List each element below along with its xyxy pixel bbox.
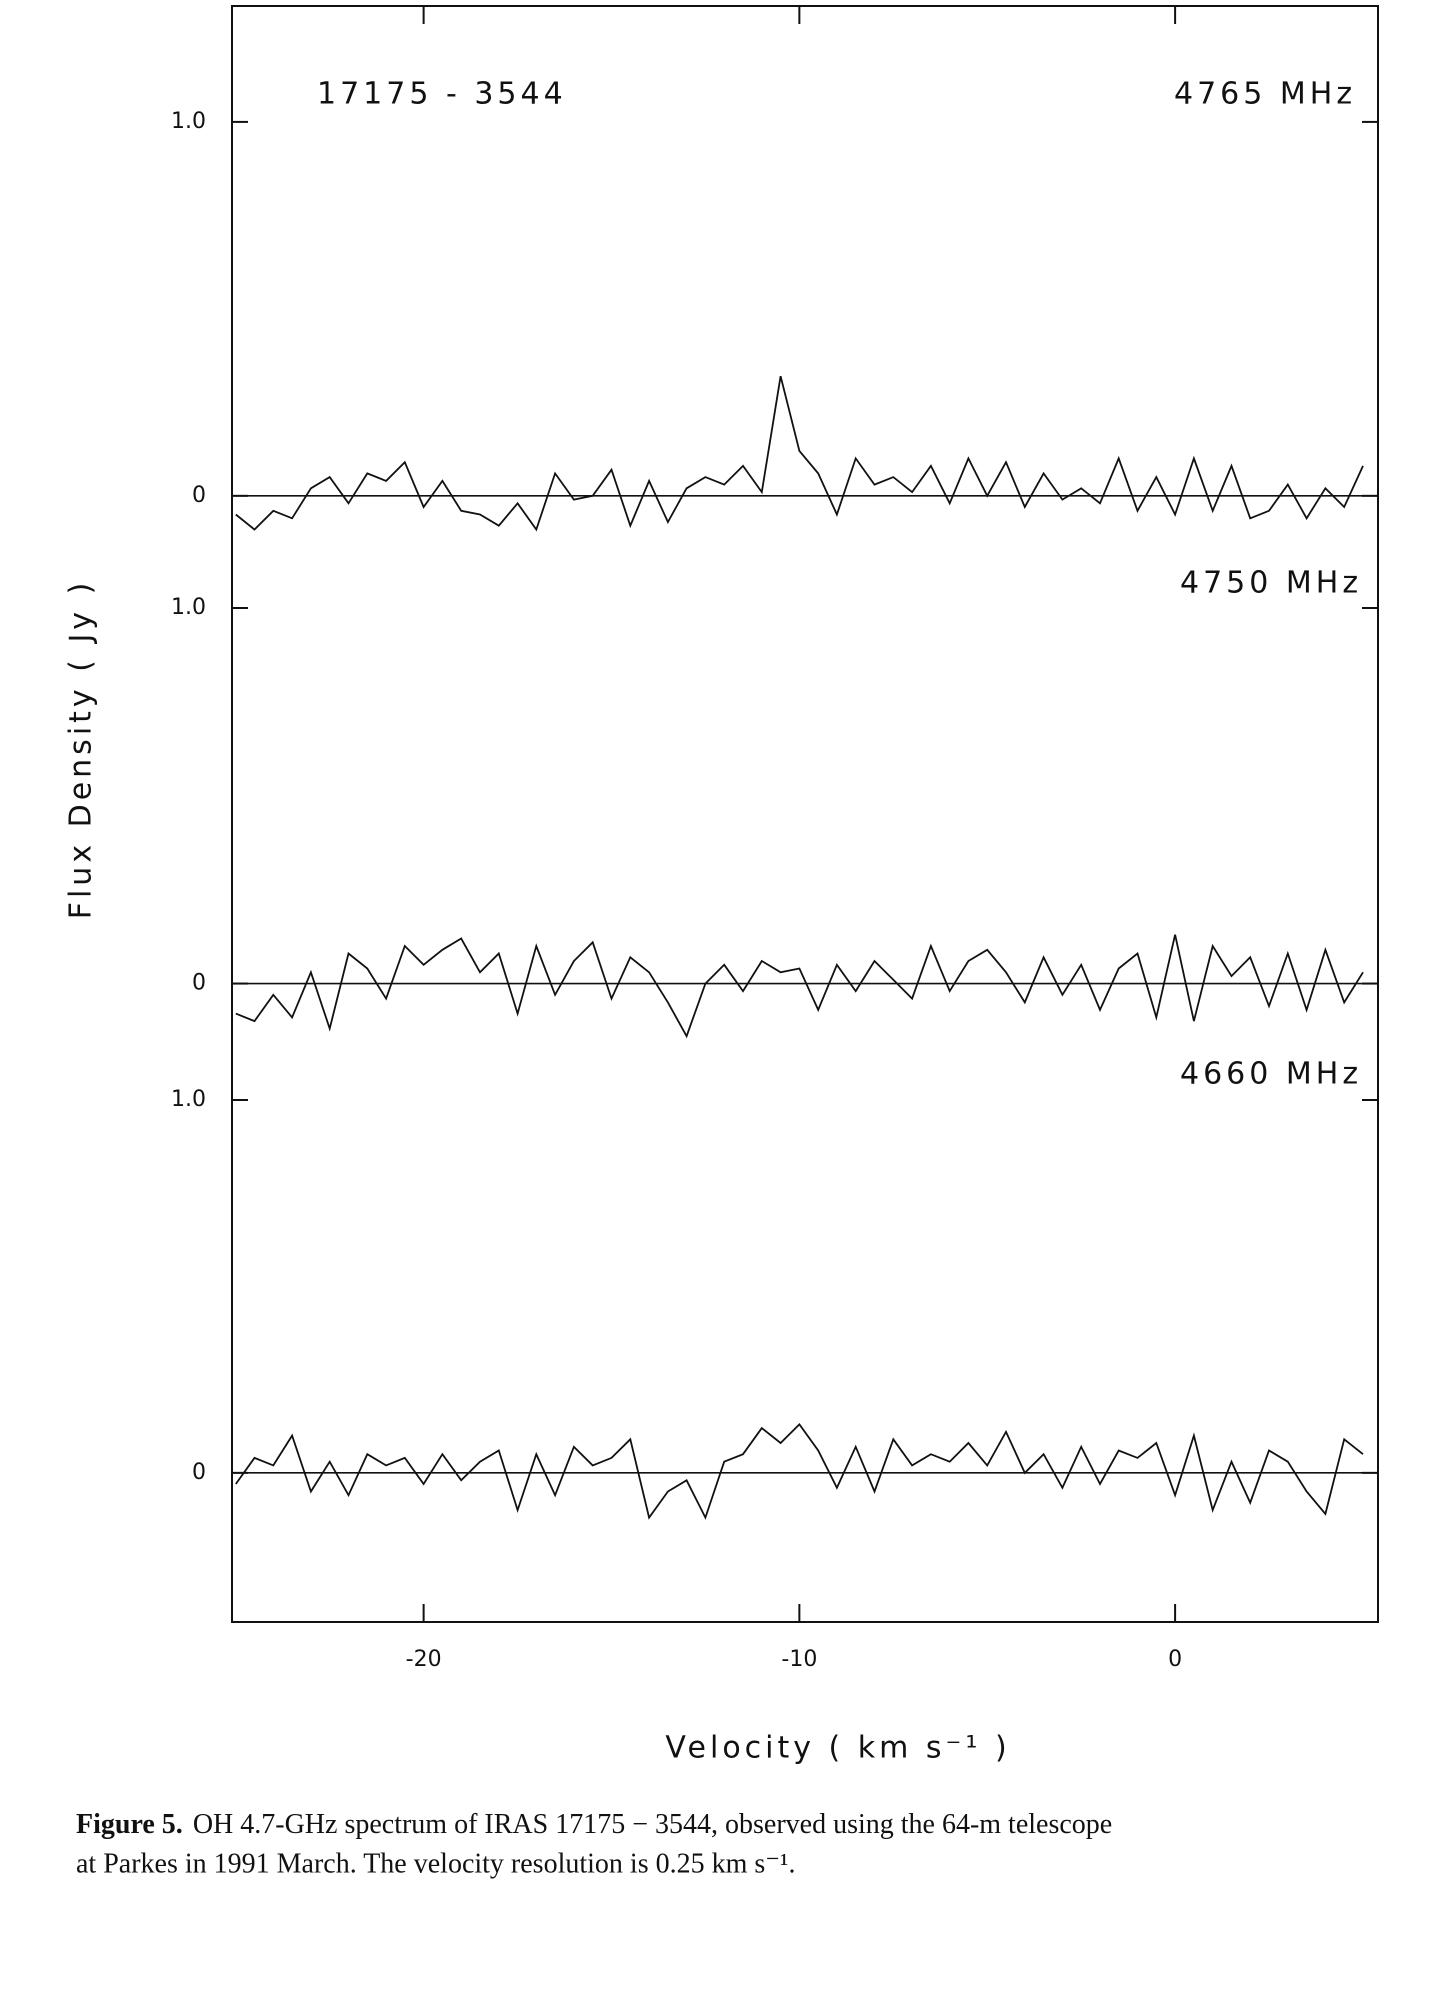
y-axis-label: Flux Density ( Jy ): [64, 579, 99, 920]
x-axis-label: Velocity ( km s⁻¹ ): [665, 1731, 1010, 1766]
panel-title: 4750 MHz: [1180, 566, 1362, 601]
caption-label: Figure 5.: [76, 1809, 183, 1840]
source-label: 17175 - 3544: [317, 77, 567, 112]
spectrum-line: [235, 375, 1364, 532]
y-tick-label: 1.0: [171, 1087, 206, 1112]
y-tick-label: 1.0: [171, 595, 206, 620]
y-tick-label: 0: [192, 483, 206, 508]
plot-frame: [231, 5, 1379, 1623]
caption: Figure 5. OH 4.7-GHz spectrum of IRAS 171…: [76, 1809, 1112, 1840]
x-tick-label: -10: [781, 1647, 817, 1672]
x-tick-label: -20: [406, 1647, 442, 1672]
y-tick-label: 0: [192, 971, 206, 996]
spectrum-line: [235, 934, 1364, 1039]
y-tick-label: 1.0: [171, 109, 206, 134]
x-tick-label: 0: [1168, 1647, 1182, 1672]
spectrum-line: [235, 1423, 1364, 1520]
y-tick-label: 0: [192, 1460, 206, 1485]
panel-title: 4765 MHz: [1174, 77, 1356, 112]
panel-title: 4660 MHz: [1180, 1057, 1362, 1092]
caption-text: OH 4.7-GHz spectrum of IRAS 17175 − 3544…: [193, 1809, 1112, 1840]
caption-text: at Parkes in 1991 March. The velocity re…: [76, 1848, 795, 1879]
